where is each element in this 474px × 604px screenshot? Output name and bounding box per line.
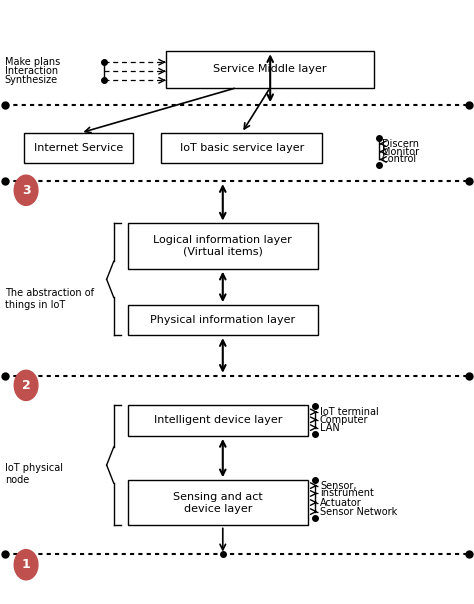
- Bar: [128, 480, 308, 525]
- Bar: [128, 223, 318, 269]
- Bar: [161, 133, 322, 163]
- Text: Interaction: Interaction: [5, 66, 58, 76]
- Text: Make plans: Make plans: [5, 57, 60, 67]
- Circle shape: [14, 550, 38, 580]
- Text: Synthesize: Synthesize: [5, 76, 58, 85]
- Circle shape: [14, 175, 38, 205]
- Bar: [24, 133, 133, 163]
- Text: Physical information layer: Physical information layer: [150, 315, 295, 325]
- Circle shape: [14, 370, 38, 400]
- Text: IoT terminal: IoT terminal: [320, 407, 379, 417]
- Text: Actuator: Actuator: [320, 498, 362, 507]
- Text: 2: 2: [22, 379, 30, 392]
- Text: 1: 1: [22, 558, 30, 571]
- Bar: [166, 51, 374, 88]
- Text: Sensor,: Sensor,: [320, 481, 356, 490]
- Bar: [128, 305, 318, 335]
- Text: IoT basic service layer: IoT basic service layer: [180, 143, 304, 153]
- Text: Internet Service: Internet Service: [34, 143, 123, 153]
- Text: Discern: Discern: [382, 139, 419, 149]
- Text: Sensor Network: Sensor Network: [320, 507, 397, 516]
- Text: LAN: LAN: [320, 423, 340, 432]
- Text: Computer: Computer: [320, 415, 368, 425]
- Text: Intelligent device layer: Intelligent device layer: [154, 416, 282, 425]
- Text: Control: Control: [382, 155, 417, 164]
- Bar: [128, 405, 308, 436]
- Text: instrument: instrument: [320, 489, 374, 498]
- Text: Monitor: Monitor: [382, 147, 419, 156]
- Text: The abstraction of
things in IoT: The abstraction of things in IoT: [5, 288, 94, 310]
- Text: Sensing and act
device layer: Sensing and act device layer: [173, 492, 263, 513]
- Text: 3: 3: [22, 184, 30, 197]
- Text: Logical information layer
(Virtual items): Logical information layer (Virtual items…: [154, 236, 292, 257]
- Text: IoT physical
node: IoT physical node: [5, 463, 63, 485]
- Text: Service Middle layer: Service Middle layer: [213, 65, 327, 74]
